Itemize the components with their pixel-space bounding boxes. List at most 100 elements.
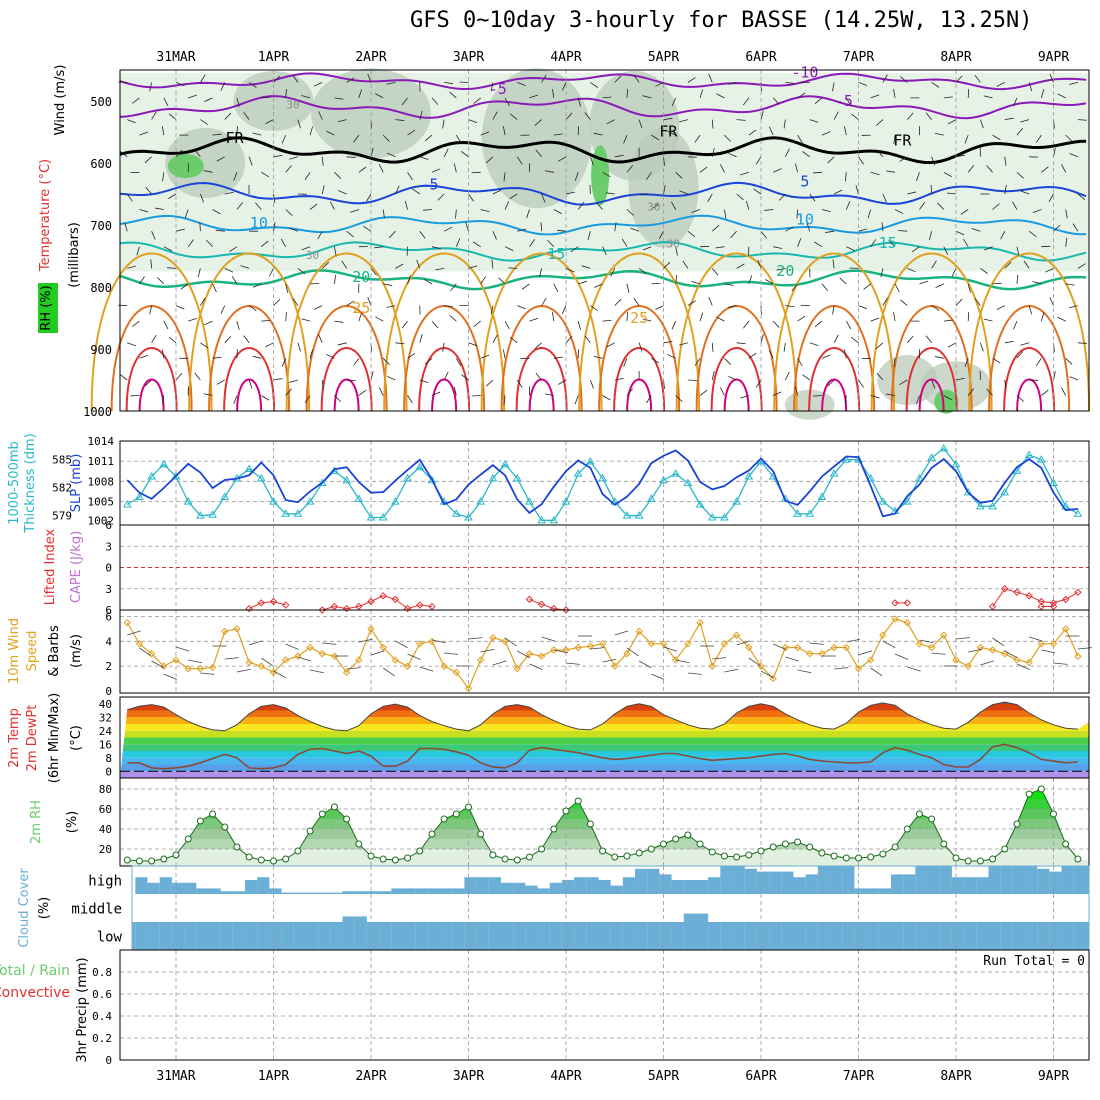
wind-barb [541,74,547,83]
lifted-index-marker [1025,592,1033,600]
wind-barb [240,265,250,269]
axis-label-millibars: (millibars) [67,222,82,288]
wind-barb [297,119,301,129]
temperature-tick: 40 [99,698,112,711]
wind-speed-marker [233,625,241,633]
wind-barb [224,112,232,120]
wind-barb [350,209,359,213]
wind-barb [906,335,914,344]
cloud-bar [184,922,197,950]
wind-barb [412,188,420,195]
wind-barb [472,241,481,248]
wind-barb [802,151,810,158]
wind-barb [539,268,543,278]
wind-barb [442,342,445,352]
wind-speed-marker [391,656,400,664]
wind-barb [785,148,790,157]
rh-marker [465,803,472,811]
wind-speed-marker [915,640,924,648]
wind-barb [711,147,715,157]
wind-barb [626,88,629,98]
wind-barb-10m [663,646,677,652]
wind-barb [839,277,847,285]
wind-speed-marker [257,662,266,670]
wind-barb [206,239,213,247]
date-label-bottom: 31MAR [156,1069,195,1084]
cloud-bar [293,922,306,950]
wind-barb [670,201,677,210]
pressure-tick: 600 [90,157,112,171]
wind-barb [1004,261,1012,269]
wind-speed-marker [355,656,363,664]
wind-barb [407,172,413,181]
wind-barb [486,156,494,164]
wind-barb [261,96,271,99]
wind-barb [473,97,481,104]
wind-barb [809,193,816,202]
wind-speed-marker [830,643,838,652]
wind-speed-marker [793,643,802,652]
cloud-bar [574,922,587,950]
cloud-bar [683,880,696,894]
cloud-bar [196,888,209,894]
thickness-marker [512,473,522,482]
wind-barb [1045,268,1054,273]
pressure-tick: 800 [90,281,112,295]
wind-barb [326,130,335,136]
wind-barb [679,119,688,123]
wind-barb [132,97,140,104]
wind-barb [992,203,1000,210]
wind-barb [925,335,932,344]
wind-barb [797,238,802,247]
wind-barb [273,193,276,203]
wind-speed-marker [501,637,509,646]
wind-barb [736,342,746,344]
rh-moist-blob [167,154,204,179]
wind-barb [517,228,527,232]
wind-barb-10m [322,642,337,645]
wind-barb [491,259,494,269]
wind-speed-marker [294,652,302,660]
wind-barb [907,191,917,195]
cloud-bar [622,922,636,950]
wind-barb [1048,193,1054,203]
wind-barb-10m [407,653,421,660]
wind-barb [395,119,405,121]
wind-barb [199,222,201,232]
cloud-bar [464,877,477,894]
temperature-loop [418,347,471,412]
wind-barb [769,349,774,359]
wind-barb-10m [200,672,215,675]
temperature-loop [808,347,861,412]
wind-barb [919,280,929,285]
wind-barb [337,342,347,346]
wind-barb [204,320,213,326]
wind-barb [663,117,673,120]
wind-barb [557,379,567,385]
temperature-loop [723,378,750,412]
wind-barb [893,358,896,368]
rh-marker [1074,855,1082,863]
wind-barb [557,156,567,162]
wind-barb [236,202,243,210]
wind-barb [468,119,478,123]
thickness-marker [988,501,997,510]
wind-barb-10m [809,642,824,645]
wind-barb [886,170,896,173]
wind-barb [967,312,970,322]
wind-barb [407,352,416,359]
wind-barb [967,283,971,293]
wind-barb [778,193,786,201]
wind-barb [833,111,839,120]
wind-barb [502,126,506,136]
wind-barb [996,305,1005,311]
wind-barb [963,238,969,247]
lifted-index-marker [1061,595,1070,604]
rh-marker [903,825,911,833]
wind-barb [638,268,647,275]
wind-barb [252,283,262,288]
wind-barb [882,297,888,306]
wind-barb [947,119,957,125]
wind-barb-10m [127,630,141,636]
lifted-index-marker [245,604,253,613]
